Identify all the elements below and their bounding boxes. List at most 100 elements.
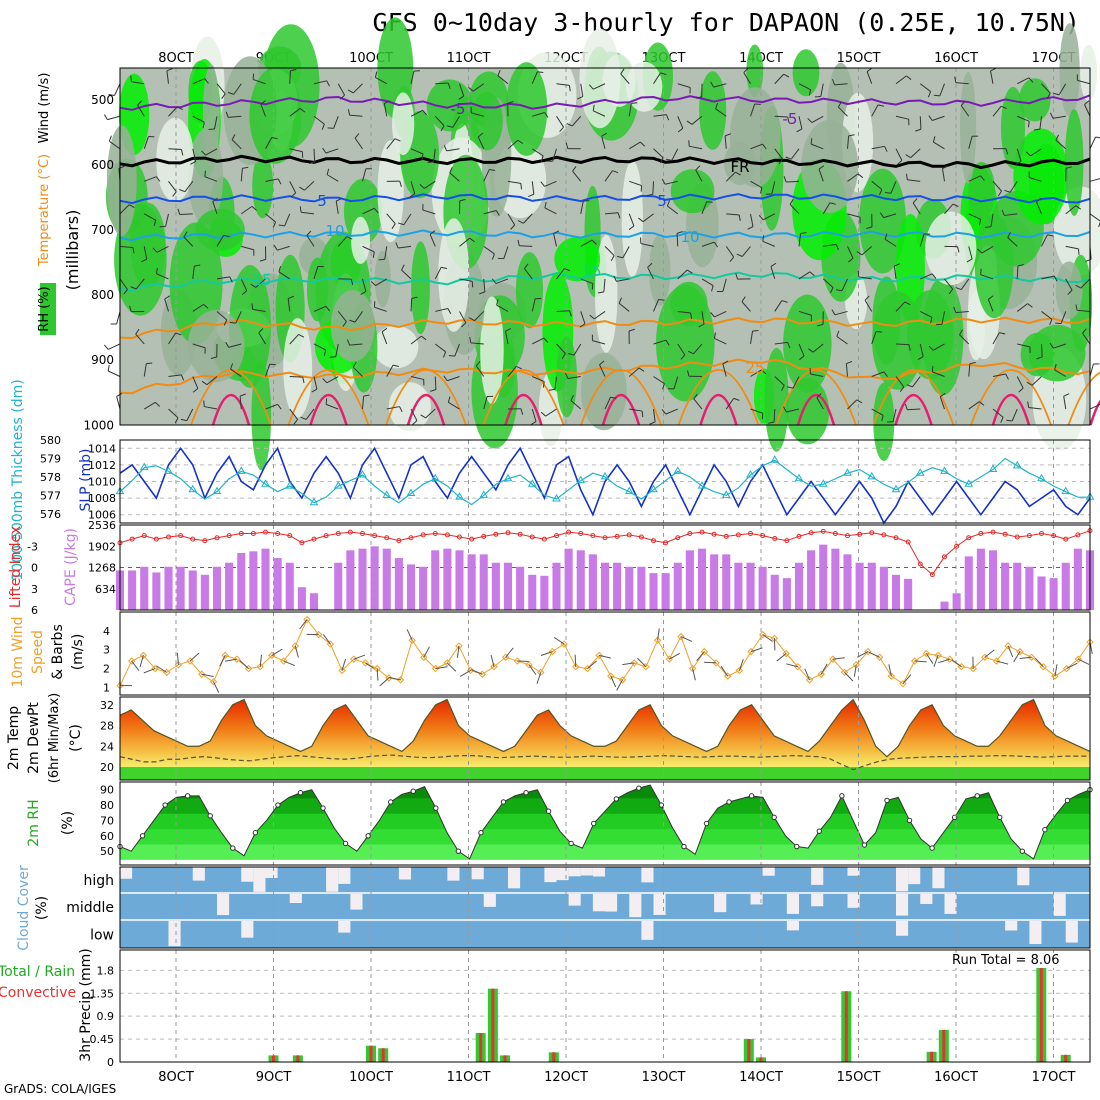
wind-barb — [519, 245, 533, 247]
li-marker — [566, 529, 572, 535]
pressure-tick-label: 500 — [91, 93, 114, 107]
precip-bar-convective — [552, 1052, 556, 1062]
wind-barb — [811, 115, 824, 124]
wind-barb-flag — [272, 221, 277, 228]
pressure-tick-label: 1000 — [83, 418, 114, 432]
wind-barb-flag — [752, 329, 759, 332]
wind-barb — [429, 234, 436, 247]
wind-barb-flag — [221, 93, 226, 100]
wind-barb — [337, 236, 348, 247]
cape-bar — [613, 562, 622, 610]
arch-25 — [1067, 371, 1100, 426]
wind-barb — [475, 365, 485, 377]
wind-barb-flag — [676, 231, 683, 234]
surface-wind-barb — [1078, 658, 1090, 665]
wind-barb — [384, 246, 388, 260]
rh-marker — [342, 840, 349, 847]
wind-barb — [362, 245, 375, 253]
wind-barb-flag — [905, 173, 908, 180]
wind-barb — [240, 205, 253, 215]
wind-barb-flag — [468, 86, 474, 92]
wind-barb-flag — [733, 397, 740, 401]
wind-barb — [572, 170, 582, 182]
wind-barb — [216, 311, 228, 321]
rh-patch — [411, 241, 430, 335]
wind-barb-flag — [553, 230, 560, 235]
thickness-marker — [649, 484, 658, 493]
bottom-date-label: 10OCT — [349, 1070, 393, 1085]
wind-barb — [834, 310, 848, 316]
wind-barb-flag — [816, 393, 822, 399]
rh-patch — [621, 160, 643, 277]
wind-barb — [920, 273, 933, 280]
wind-barb — [701, 311, 705, 325]
wind-barb-flag — [659, 157, 664, 164]
li-marker — [323, 533, 329, 539]
wind-barb — [944, 278, 954, 290]
wind-barb-flag — [290, 68, 297, 72]
wind-barb-flag — [879, 212, 884, 218]
wind-barb-flag — [1026, 381, 1033, 386]
wind-barb-flag — [908, 344, 911, 351]
li-marker — [663, 540, 669, 546]
wind-barb — [313, 343, 326, 351]
wind-barb-flag — [381, 327, 388, 333]
legend-rh: RH (%) — [37, 286, 52, 331]
li-marker — [141, 533, 147, 539]
rh-marker — [387, 799, 394, 805]
cape-bar — [225, 562, 234, 610]
wind-barb-flag — [325, 398, 328, 405]
cloud-gap — [544, 867, 557, 883]
surface-wind-barb — [139, 655, 144, 668]
wind-speed-marker — [572, 662, 580, 671]
rh-patch — [1000, 86, 1026, 169]
surface-wind-barb — [669, 652, 681, 660]
wind-barb-flag — [1005, 148, 1009, 155]
li-marker — [881, 532, 887, 538]
wind-barb — [571, 115, 582, 127]
wind-barb-flag — [1005, 373, 1009, 380]
lifted-index-line — [119, 530, 1091, 576]
wind-barb-flag — [374, 71, 378, 78]
wind-barb — [265, 364, 271, 377]
wind-barb — [968, 363, 971, 377]
wind-barb — [289, 181, 297, 194]
wind-barb — [890, 181, 897, 194]
wind-barb — [352, 366, 363, 377]
wind-barb-flag — [336, 198, 342, 202]
arch-25 — [190, 369, 272, 426]
wind-barb — [278, 271, 291, 280]
wind-barb-flag — [225, 341, 230, 348]
wind-barb — [1063, 396, 1067, 410]
wind-barb-flag — [469, 317, 475, 322]
wind-barb-flag — [856, 251, 863, 256]
wind-speed-marker — [1016, 647, 1024, 656]
cape-bar — [140, 566, 149, 610]
thickness-marker — [1012, 460, 1022, 469]
wind-barb-flag — [864, 295, 870, 301]
wind-barb-flag — [959, 329, 963, 336]
wind-barb-flag — [577, 96, 583, 100]
li-marker — [420, 532, 426, 538]
run-total-label: Run Total = 8.06 — [950, 953, 1062, 968]
wind-barb — [725, 171, 736, 182]
cloud-gap — [1029, 921, 1042, 945]
rh-marker — [929, 845, 935, 851]
wind-barb — [156, 273, 169, 280]
cloud-gap — [786, 894, 799, 914]
wind-barb — [981, 245, 994, 254]
wind-barb-flag — [762, 143, 767, 150]
pressure-tick-label: 600 — [91, 158, 114, 172]
wind-barb — [459, 83, 465, 97]
precip-tick-label: 1.8 — [97, 964, 115, 977]
rh-patch — [106, 125, 137, 237]
surface-wind-barb — [322, 634, 331, 645]
wind-barb-flag — [447, 82, 451, 89]
contour-label: 10 — [325, 222, 344, 240]
wind-barb — [628, 367, 640, 377]
li-marker — [432, 531, 438, 536]
wind-barb-flag — [497, 69, 501, 76]
wind-barb — [1053, 343, 1066, 349]
legend-wind: Wind (m/s) — [37, 73, 52, 144]
wind-barb-flag — [1027, 303, 1033, 308]
